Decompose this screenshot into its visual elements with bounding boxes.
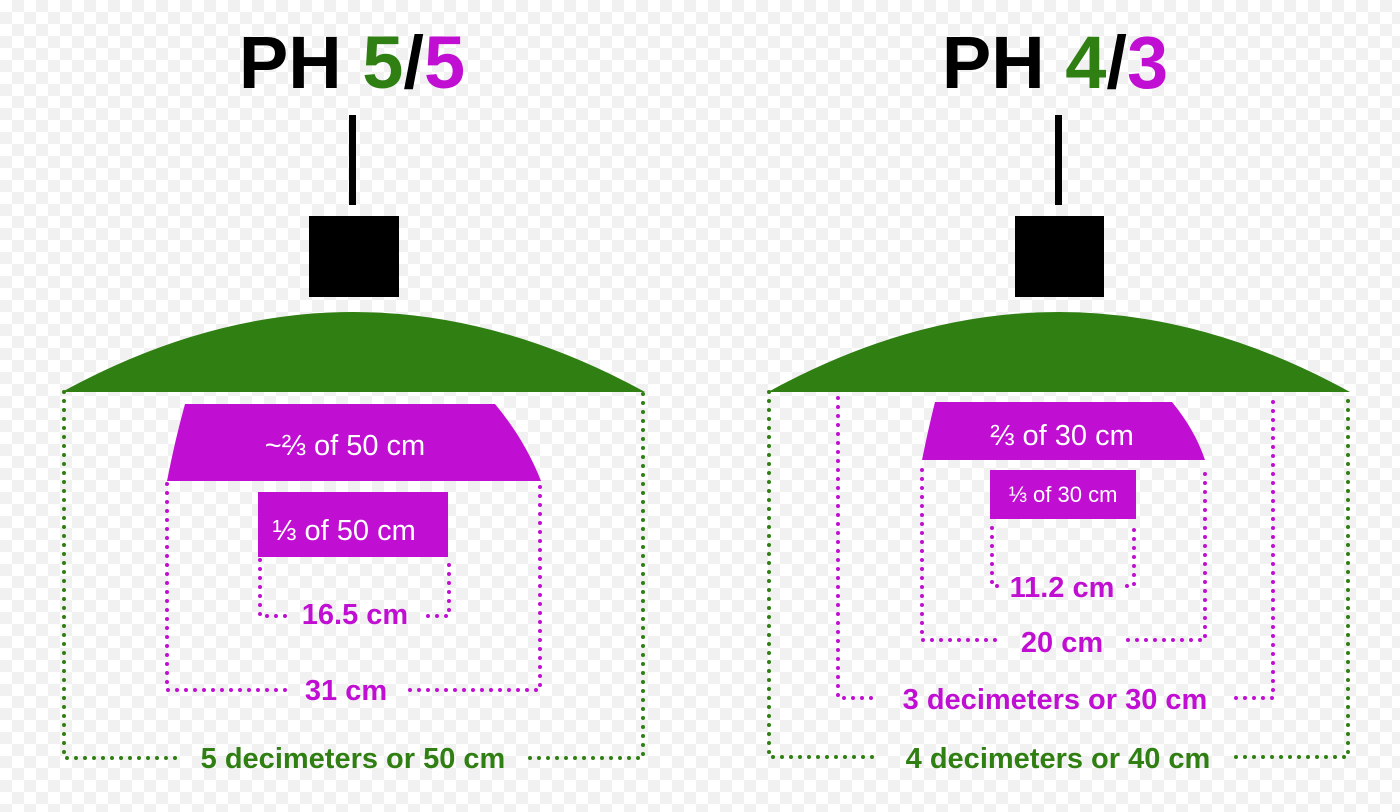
magenta-outer-dimension-label: 3 decimeters or 30 cm (903, 684, 1208, 716)
lamp-cord (349, 115, 356, 205)
mid-dimension-line (1126, 468, 1207, 642)
magenta-outer-dimension-line (836, 396, 878, 700)
lamp-title: PH 4/3 (942, 21, 1168, 104)
two-thirds-shade-layer (922, 402, 1205, 460)
one-third-shade-layer (258, 492, 448, 557)
outer-dimension-line (1234, 390, 1350, 759)
lamp-socket (1015, 216, 1104, 297)
two-thirds-shade-layer (167, 404, 541, 481)
outer-dimension-line (767, 390, 882, 759)
mid-dimension-line (920, 468, 1002, 642)
mid-dimension-label: 20 cm (1021, 627, 1103, 659)
lamp-ph-4-3: PH 4/3 4 decimeters or 40 cm 3 decimeter… (767, 21, 1350, 775)
outer-dimension-label: 4 decimeters or 40 cm (906, 743, 1211, 775)
mid-dimension-line (165, 482, 292, 692)
two-thirds-label: ~⅔ of 50 cm (265, 430, 425, 462)
lamp-shade-dome (768, 312, 1350, 392)
lamp-cord (1055, 115, 1062, 205)
lamp-socket (309, 216, 399, 297)
inner-dimension-line (1125, 526, 1136, 588)
magenta-outer-dimension-line (1234, 396, 1275, 700)
lamp-title: PH 5/5 (239, 21, 465, 104)
two-thirds-label: ⅔ of 30 cm (990, 420, 1133, 452)
inner-dimension-label: 16.5 cm (302, 599, 408, 631)
one-third-shade-layer (990, 470, 1136, 519)
lamp-ph-5-5: PH 5/5 5 decimeters or 50 cm ~⅔ of 50 cm… (62, 21, 645, 775)
outer-dimension-line (62, 390, 178, 760)
outer-dimension-line (528, 390, 645, 760)
inner-dimension-line (990, 526, 1000, 588)
inner-dimension-line (258, 558, 292, 618)
outer-dimension-label: 5 decimeters or 50 cm (201, 743, 506, 775)
mid-dimension-line (408, 482, 542, 692)
one-third-label: ⅓ of 50 cm (272, 515, 415, 547)
lamp-shade-dome (62, 312, 645, 392)
mid-dimension-label: 31 cm (305, 675, 387, 707)
one-third-label: ⅓ of 30 cm (1009, 482, 1118, 507)
inner-dimension-line (426, 558, 451, 618)
inner-dimension-label: 11.2 cm (1010, 572, 1115, 604)
